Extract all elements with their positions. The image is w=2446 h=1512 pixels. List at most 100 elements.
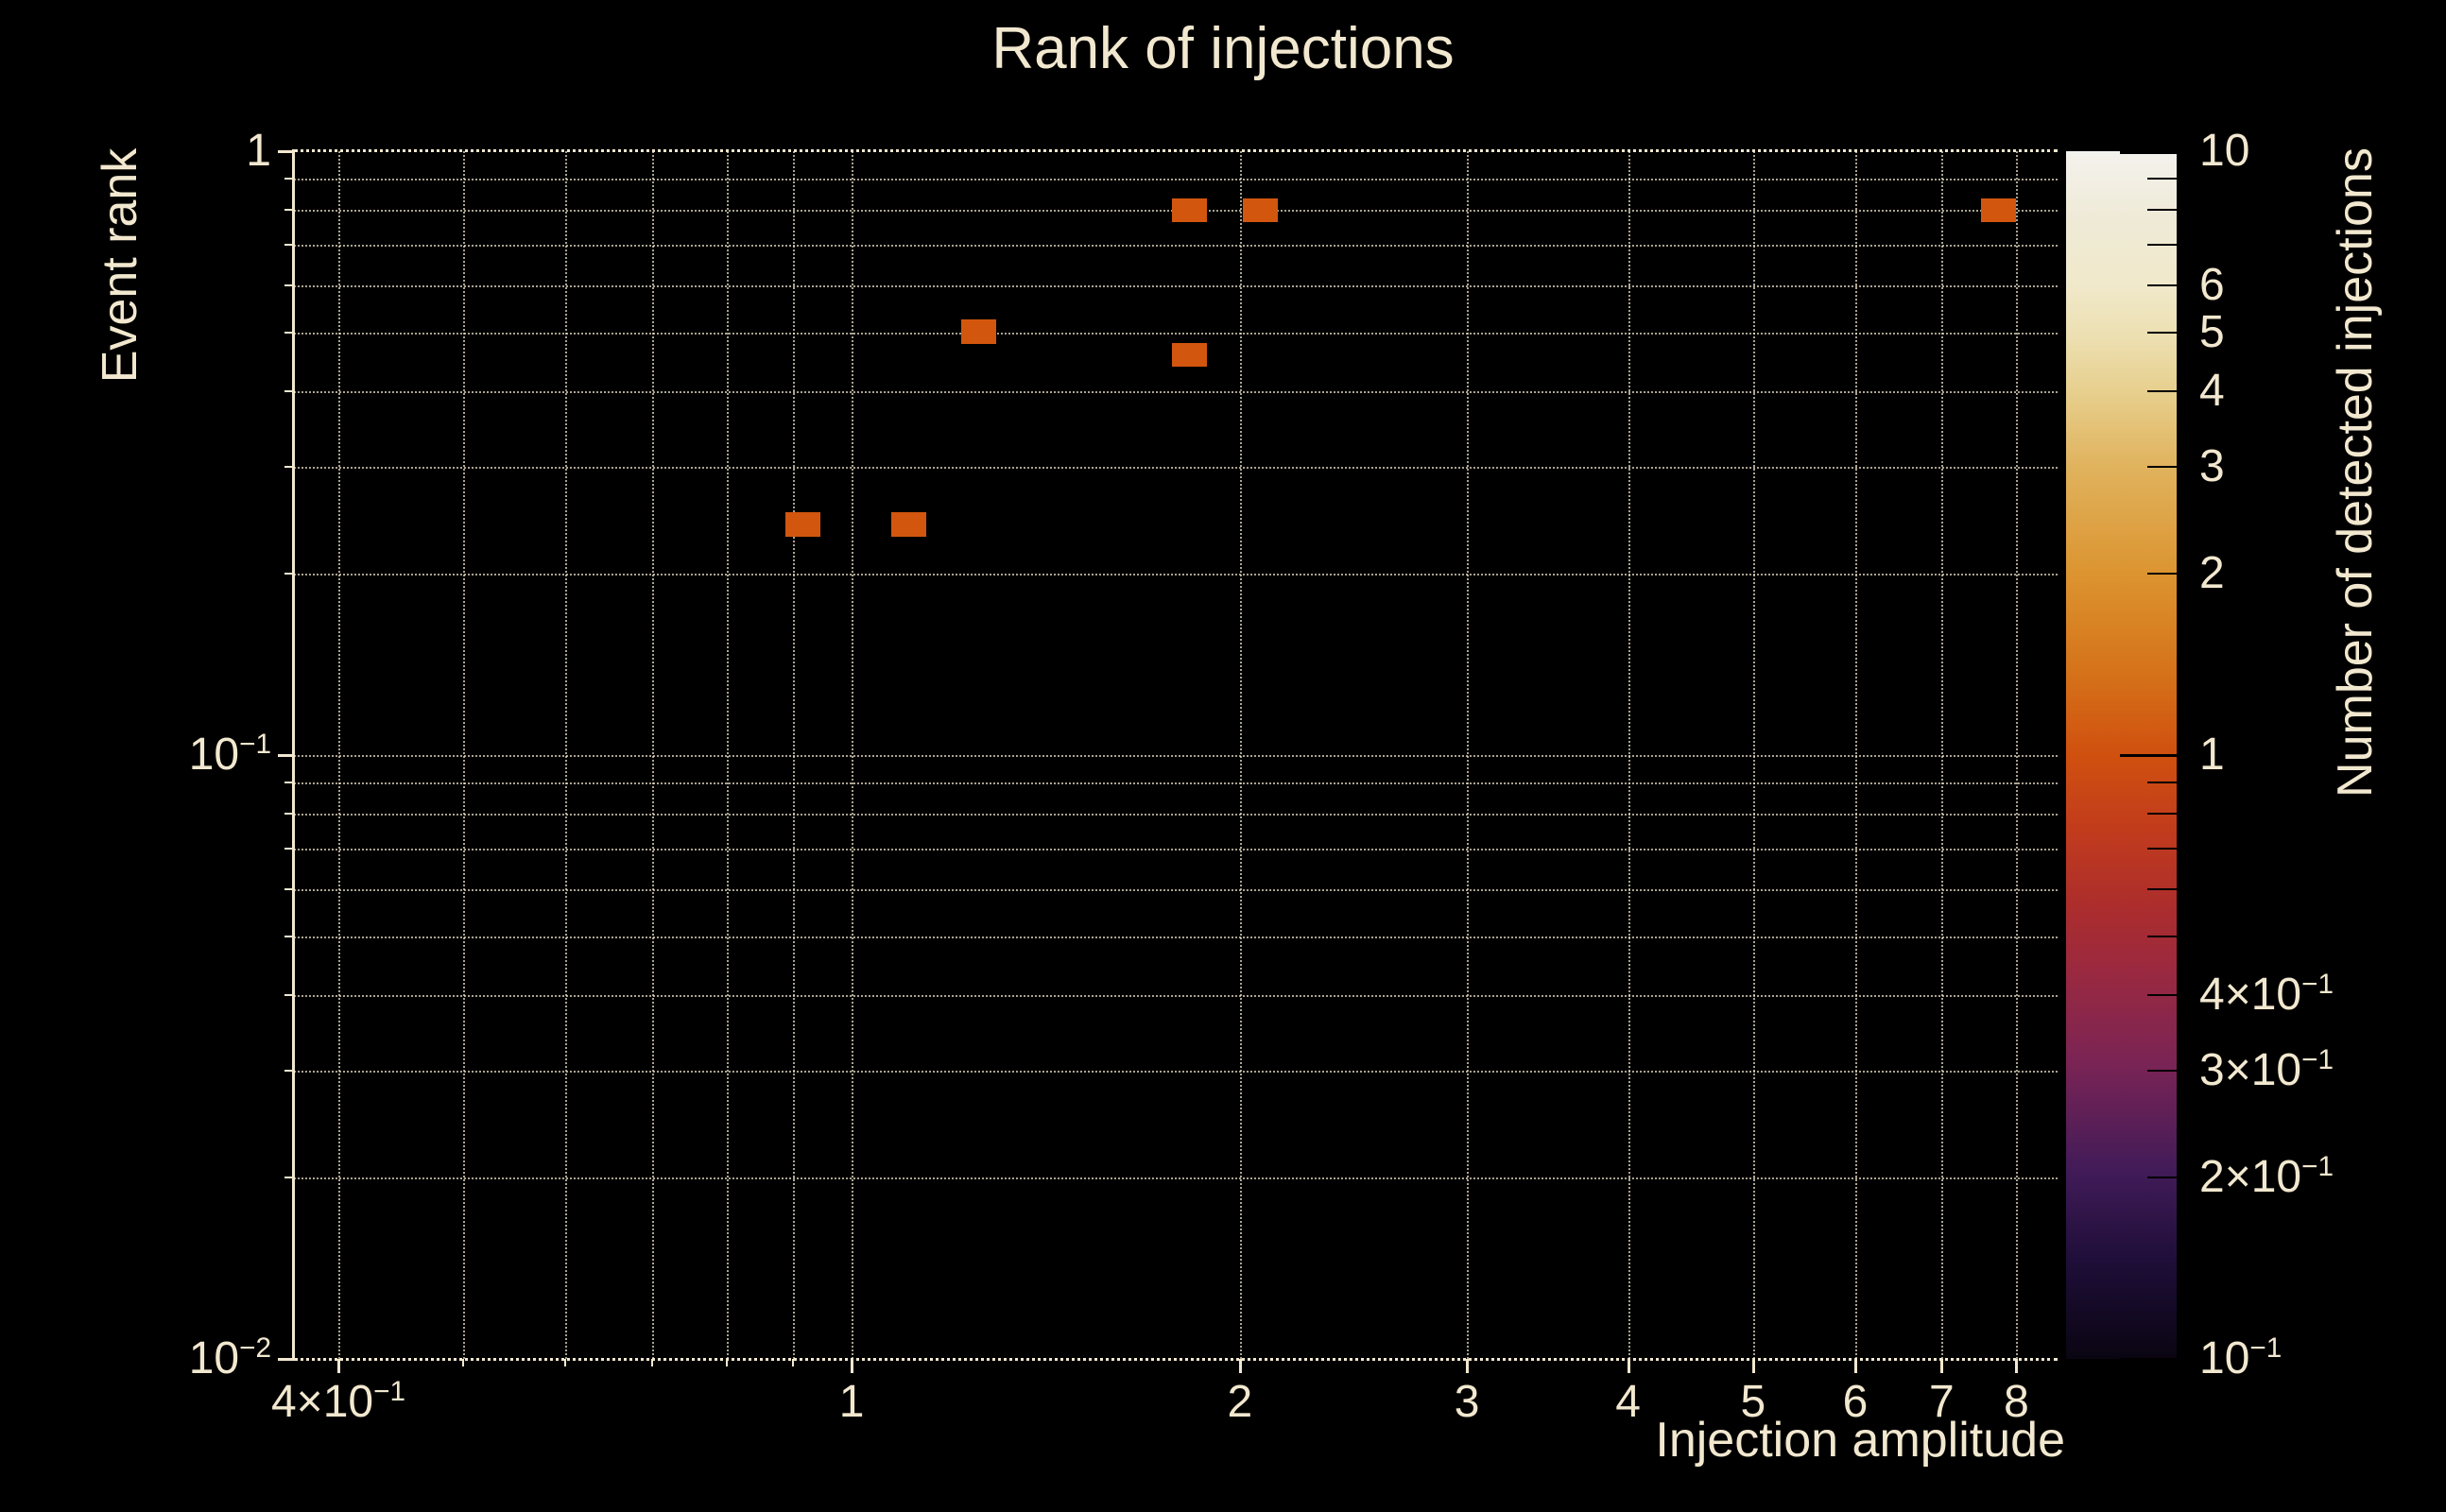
colorbar-tick-label: 6 — [2199, 259, 2225, 310]
colorbar-minor-tick — [2147, 178, 2177, 180]
heatmap-tile — [1171, 198, 1208, 223]
x-tick-label: 6 — [1842, 1377, 1869, 1427]
gridline-y — [294, 284, 2058, 287]
colorbar-tick-label: 10 — [2199, 126, 2250, 176]
gridline-y — [294, 813, 2058, 816]
colorbar-tick-label: 10−1 — [2199, 1332, 2282, 1383]
y-major-tick — [278, 150, 294, 153]
x-tick-label: 4×10−1 — [270, 1376, 406, 1427]
y-major-tick — [278, 1358, 294, 1361]
gridline-y — [294, 888, 2058, 891]
gridline-y — [294, 1071, 2058, 1074]
y-minor-tick — [284, 243, 294, 246]
x-axis-label: Injection amplitude — [1655, 1413, 2065, 1468]
colorbar-major-tick — [2120, 1358, 2177, 1361]
colorbar-tick-label: 4 — [2199, 366, 2225, 417]
colorbar-minor-tick — [2147, 847, 2177, 850]
x-major-tick — [337, 1359, 340, 1373]
colorbar-minor-tick — [2147, 936, 2177, 938]
colorbar-minor-tick — [2147, 284, 2177, 286]
colorbar-minor-tick — [2147, 1070, 2177, 1073]
x-tick-label: 4 — [1615, 1377, 1641, 1427]
colorbar-minor-tick — [2147, 332, 2177, 335]
colorbar-minor-tick — [2147, 466, 2177, 469]
gridline-y — [294, 244, 2058, 247]
y-axis-label: Event rank — [93, 147, 147, 384]
y-tick-label: 10−1 — [188, 729, 271, 780]
gridline-y — [294, 936, 2058, 939]
x-tick-label: 3 — [1454, 1377, 1480, 1427]
heatmap-tile — [1243, 198, 1279, 223]
gridline-y — [294, 848, 2058, 850]
gridline-y — [294, 755, 2058, 757]
gridline-y — [294, 782, 2058, 785]
colorbar-tick-label: 3×10−1 — [2199, 1044, 2334, 1096]
x-minor-tick — [725, 1359, 728, 1366]
y-minor-tick — [284, 572, 294, 575]
colorbar-major-tick — [2120, 754, 2177, 757]
x-minor-tick — [462, 1359, 465, 1366]
y-minor-tick — [284, 782, 294, 784]
y-minor-tick — [284, 284, 294, 286]
x-major-tick — [851, 1359, 854, 1373]
colorbar-tick-label: 2×10−1 — [2199, 1150, 2334, 1202]
chart-title: Rank of injections — [991, 16, 1455, 81]
x-major-tick — [2015, 1359, 2019, 1373]
colorbar-minor-tick — [2147, 1176, 2177, 1178]
y-minor-tick — [284, 466, 294, 469]
x-tick-label: 1 — [838, 1377, 865, 1427]
y-minor-tick — [284, 1176, 294, 1178]
x-major-tick — [1238, 1359, 1242, 1373]
gridline-y — [294, 391, 2058, 394]
x-major-tick — [1940, 1359, 1944, 1373]
y-minor-tick — [284, 208, 294, 211]
x-major-tick — [1751, 1359, 1755, 1373]
colorbar-minor-tick — [2147, 243, 2177, 246]
y-tick-label: 1 — [246, 126, 271, 176]
y-major-tick — [278, 754, 294, 757]
y-minor-tick — [284, 332, 294, 335]
x-tick-label: 7 — [1928, 1377, 1955, 1427]
colorbar-minor-tick — [2147, 390, 2177, 393]
colorbar-tick-label: 1 — [2199, 730, 2225, 780]
colorbar-minor-tick — [2147, 782, 2177, 784]
colorbar-tick-label: 3 — [2199, 441, 2225, 492]
colorbar-minor-tick — [2147, 572, 2177, 575]
y-minor-tick — [284, 994, 294, 997]
heatmap-tile — [1980, 198, 2016, 223]
heatmap-tile — [890, 512, 926, 537]
y-minor-tick — [284, 936, 294, 938]
colorbar-label: Number of detected injections — [2328, 147, 2383, 798]
x-major-tick — [1853, 1359, 1857, 1373]
y-minor-tick — [284, 812, 294, 815]
y-minor-tick — [284, 847, 294, 850]
y-minor-tick — [284, 887, 294, 890]
gridline-y — [294, 1177, 2058, 1179]
colorbar-tick-label: 5 — [2199, 307, 2225, 358]
x-major-tick — [1466, 1359, 1470, 1373]
top-axis-edge — [294, 149, 2058, 152]
colorbar-minor-tick — [2147, 994, 2177, 997]
x-axis-edge — [294, 1358, 2058, 1361]
colorbar-tick-label: 2 — [2199, 547, 2225, 598]
y-tick-label: 10−2 — [188, 1332, 271, 1383]
x-minor-tick — [564, 1359, 567, 1366]
y-minor-tick — [284, 178, 294, 180]
colorbar-tick-label: 4×10−1 — [2199, 969, 2334, 1021]
colorbar-major-tick — [2120, 151, 2177, 154]
heatmap-tile — [1171, 342, 1208, 368]
x-tick-label: 2 — [1227, 1377, 1253, 1427]
gridline-y — [294, 467, 2058, 470]
colorbar-minor-tick — [2147, 887, 2177, 890]
gridline-y — [294, 333, 2058, 335]
x-minor-tick — [650, 1359, 653, 1366]
y-minor-tick — [284, 1070, 294, 1073]
colorbar-minor-tick — [2147, 812, 2177, 815]
x-major-tick — [1627, 1359, 1630, 1373]
gridline-y — [294, 995, 2058, 998]
x-tick-label: 8 — [2004, 1377, 2029, 1427]
x-minor-tick — [791, 1359, 794, 1366]
gridline-y — [294, 179, 2058, 181]
x-tick-label: 5 — [1740, 1377, 1766, 1427]
gridline-y — [294, 573, 2058, 576]
